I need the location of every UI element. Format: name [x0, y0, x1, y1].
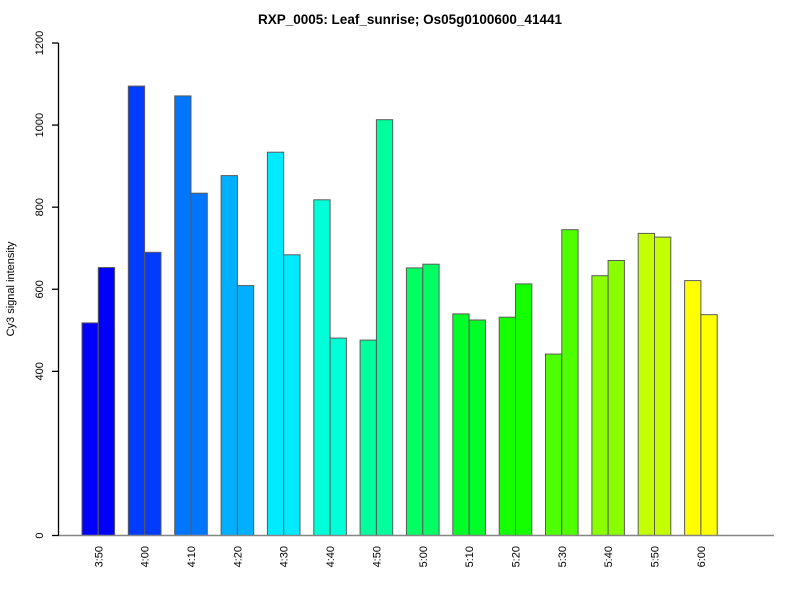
x-tick-label: 5:20: [510, 546, 522, 567]
y-tick-label: 1000: [34, 113, 46, 137]
bar-4:50-1: [359, 339, 377, 536]
x-tick-label: 6:00: [696, 546, 708, 567]
y-tick-label: 1200: [34, 31, 46, 55]
x-tick-label: 4:20: [232, 546, 244, 567]
bar-3:50-1: [81, 322, 99, 536]
bar-4:20-1: [220, 175, 238, 536]
bar-4:00-1: [127, 85, 146, 536]
x-tick-label: 4:00: [140, 546, 152, 567]
x-tick-label: 5:50: [650, 546, 662, 567]
bar-4:10-1: [174, 95, 192, 537]
y-tick-label: 400: [34, 362, 46, 380]
y-tick-label: 600: [34, 280, 46, 298]
bar-4:50-2: [375, 119, 394, 536]
x-tick-label: 4:40: [325, 546, 337, 567]
bar-5:20-2: [515, 283, 533, 536]
bar-5:10-2: [468, 319, 486, 536]
bar-5:50-1: [637, 232, 656, 536]
bar-4:40-2: [329, 337, 347, 536]
axes: 0 400 600 800 1000 1200 3:50 4:00 4:10 4:20 4:30 4:…: [34, 31, 774, 567]
x-tick-label: 5:10: [464, 546, 476, 567]
x-tick-label: 5:30: [557, 546, 569, 567]
bar-5:00-2: [422, 263, 440, 536]
bar-5:30-1: [545, 353, 563, 536]
bar-4:30-1: [266, 151, 285, 536]
bar-5:40-2: [607, 260, 625, 536]
x-tick-label: 4:30: [279, 546, 291, 567]
bar-5:10-1: [452, 313, 470, 536]
bar-6:00-2: [700, 314, 718, 537]
bar-6:00-1: [684, 280, 702, 536]
x-tick-label: 4:10: [186, 546, 198, 567]
bar-4:00-2: [144, 251, 162, 537]
bar-4:20-2: [236, 285, 255, 536]
bar-5:30-2: [561, 229, 579, 536]
y-tick-label: 0: [34, 532, 46, 538]
bar-4:30-2: [283, 254, 301, 537]
bar-4:40-1: [313, 199, 331, 537]
plot-area: [81, 85, 718, 537]
x-tick-label: 3:50: [93, 546, 105, 567]
bar-3:50-2: [97, 267, 116, 536]
x-tick-label: 5:00: [418, 546, 430, 567]
y-axis-title: Cy3 signal intensity: [5, 241, 17, 336]
x-tick-label: 5:40: [603, 546, 615, 567]
bar-5:00-1: [405, 267, 424, 536]
bar-5:20-1: [498, 316, 517, 537]
bar-4:10-2: [190, 192, 208, 536]
bar-5:40-1: [591, 275, 609, 536]
x-tick-label: 4:50: [371, 546, 383, 567]
bar-5:50-2: [654, 236, 672, 536]
chart-title: RXP_0005: Leaf_sunrise; Os05g0100600_414…: [258, 12, 562, 27]
y-tick-label: 800: [34, 198, 46, 216]
